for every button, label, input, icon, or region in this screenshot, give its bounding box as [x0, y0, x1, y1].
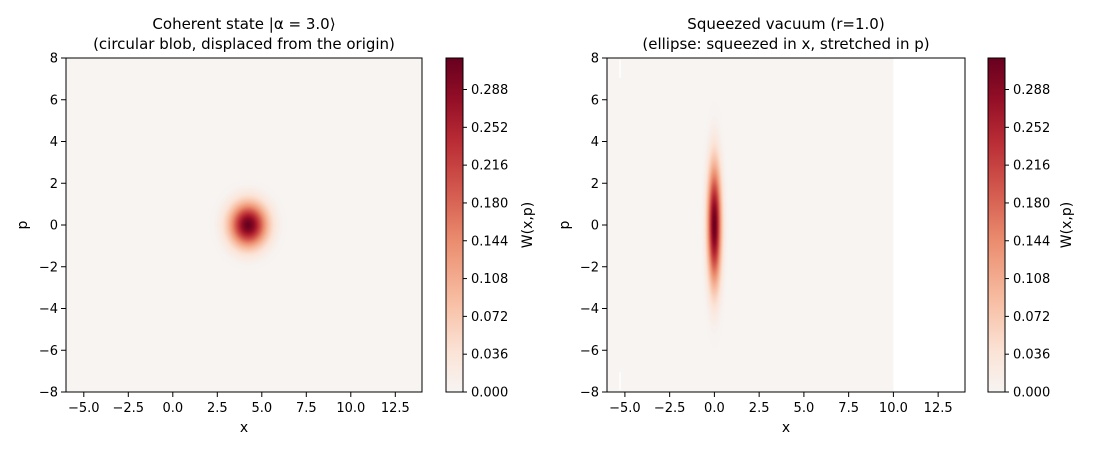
y-tick-label: 2 [50, 177, 58, 192]
x-tick-label: −2.5 [113, 401, 145, 416]
chart-title: Squeezed vacuum (r=1.0) [687, 15, 884, 33]
y-axis-label: p [557, 220, 573, 229]
panel-squeezed-vacuum: Squeezed vacuum (r=1.0) (ellipse: squeez… [557, 15, 1075, 436]
x-tick-label: 10.0 [879, 401, 908, 416]
x-tick-label: −2.5 [654, 401, 686, 416]
x-tick-label: 10.0 [336, 401, 365, 416]
colorbar-bar [987, 57, 1006, 393]
x-tick-label: 5.0 [794, 401, 815, 416]
colorbar-label: W(x,p) [1059, 202, 1075, 248]
y-tick-label: 2 [591, 177, 599, 192]
y-tick-label: −8 [39, 386, 58, 401]
colorbar-tick-label: 0.144 [471, 234, 508, 249]
y-tick-label: 8 [50, 52, 58, 67]
y-tick-label: −6 [580, 344, 599, 359]
y-tick-label: −4 [39, 302, 58, 317]
y-tick-label: 6 [50, 93, 58, 108]
colorbar-tick-label: 0.036 [471, 348, 508, 363]
y-tick-label: 4 [591, 135, 599, 150]
y-tick-label: −2 [580, 260, 599, 275]
colorbar-tick-label: 0.108 [1013, 272, 1050, 287]
x-tick-label: −5.0 [68, 401, 100, 416]
wigner-blob [209, 179, 288, 271]
wigner-blob [699, 100, 729, 350]
x-tick-label: 5.0 [251, 401, 272, 416]
colorbar-tick-label: 0.000 [1013, 386, 1050, 401]
x-tick-label: 0.0 [704, 401, 725, 416]
colorbar-label: W(x,p) [520, 202, 536, 248]
x-tick-label: 2.5 [207, 401, 228, 416]
y-tick-label: −6 [39, 344, 58, 359]
colorbar-tick-label: 0.252 [471, 121, 508, 136]
x-axis-ticks: −5.0 −2.5 0.0 2.5 5.0 7.5 10.0 12.5 [68, 392, 410, 416]
colorbar-tick-label: 0.252 [1013, 121, 1050, 136]
y-tick-label: −8 [580, 386, 599, 401]
x-axis-label: x [240, 420, 248, 436]
y-tick-label: 0 [50, 219, 58, 234]
y-tick-label: 8 [591, 52, 599, 67]
x-tick-label: 7.5 [296, 401, 317, 416]
x-tick-label: 2.5 [749, 401, 770, 416]
colorbar-tick-label: 0.108 [471, 272, 508, 287]
y-tick-label: 6 [591, 93, 599, 108]
data-extent [607, 58, 894, 392]
x-tick-label: 12.5 [924, 401, 953, 416]
x-axis-label: x [782, 420, 790, 436]
chart-subtitle: (circular blob, displaced from the origi… [93, 35, 395, 53]
contour-level [713, 219, 716, 231]
y-axis-ticks: −8 −6 −4 −2 0 2 4 6 8 [580, 52, 607, 401]
colorbar-bar [445, 57, 464, 393]
y-axis-label: p [15, 220, 31, 229]
panel-coherent-state: Coherent state |α = 3.0⟩ (circular blob,… [15, 15, 536, 436]
x-tick-label: 12.5 [381, 401, 410, 416]
contour-level [246, 223, 250, 227]
colorbar-tick-label: 0.288 [1013, 83, 1050, 98]
chart-subtitle: (ellipse: squeezed in x, stretched in p) [642, 35, 929, 53]
colorbar-tick-label: 0.072 [471, 310, 508, 325]
y-axis-ticks: −8 −6 −4 −2 0 2 4 6 8 [39, 52, 66, 401]
x-axis-ticks: −5.0 −2.5 0.0 2.5 5.0 7.5 10.0 12.5 [609, 392, 953, 416]
colorbar: 0.000 0.036 0.072 0.108 0.144 0.180 0.216 0.252… [445, 57, 508, 401]
colorbar-tick-label: 0.144 [1013, 234, 1050, 249]
colorbar-tick-label: 0.288 [471, 83, 508, 98]
colorbar: 0.000 0.036 0.072 0.108 0.144 0.180 0.216 0.252… [987, 57, 1050, 401]
y-tick-label: −4 [580, 302, 599, 317]
colorbar-tick-label: 0.000 [471, 386, 508, 401]
x-tick-label: 7.5 [838, 401, 859, 416]
x-tick-label: −5.0 [609, 401, 641, 416]
colorbar-tick-label: 0.072 [1013, 310, 1050, 325]
colorbar-tick-label: 0.216 [1013, 159, 1050, 174]
colorbar-tick-label: 0.036 [1013, 348, 1050, 363]
y-tick-label: −2 [39, 260, 58, 275]
colorbar-tick-label: 0.180 [471, 196, 508, 211]
colorbar-tick-label: 0.216 [471, 159, 508, 174]
x-tick-label: 0.0 [162, 401, 183, 416]
colorbar-tick-label: 0.180 [1013, 196, 1050, 211]
chart-title: Coherent state |α = 3.0⟩ [152, 15, 335, 33]
y-tick-label: 0 [591, 219, 599, 234]
y-tick-label: 4 [50, 135, 58, 150]
